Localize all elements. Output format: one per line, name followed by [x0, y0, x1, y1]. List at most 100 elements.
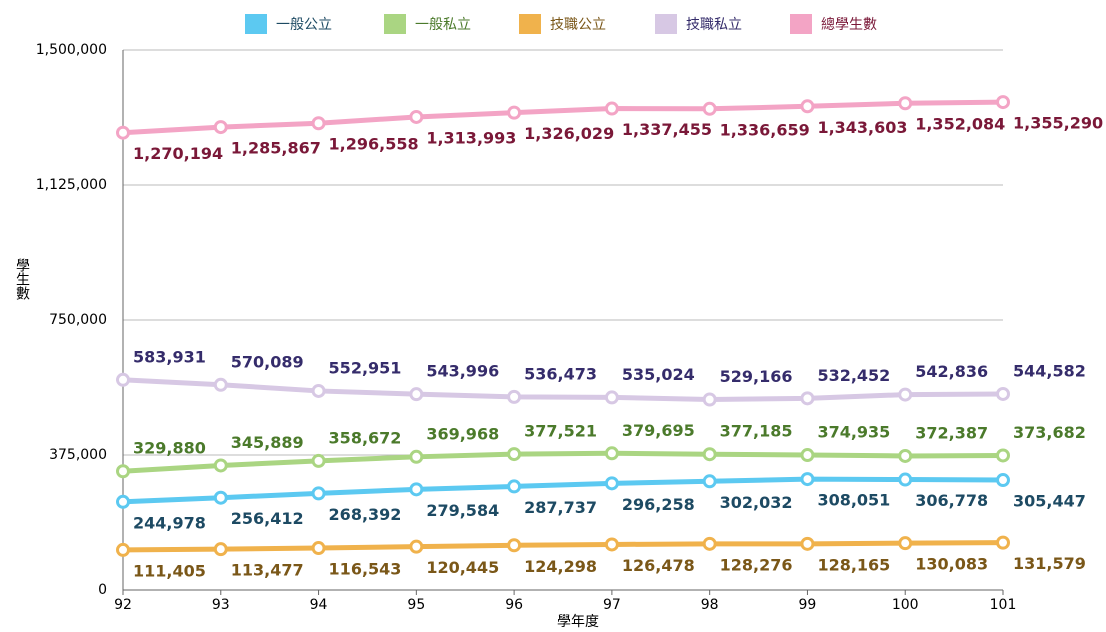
- value-label: 124,298: [524, 557, 597, 576]
- value-label: 552,951: [329, 358, 402, 377]
- point: [409, 387, 424, 402]
- value-label: 1,355,290: [1013, 114, 1103, 133]
- point: [213, 377, 228, 392]
- x-tick-label: 98: [701, 597, 719, 613]
- point: [116, 464, 130, 479]
- series-line: [122, 377, 1004, 403]
- point: [898, 472, 913, 487]
- point: [604, 537, 619, 552]
- point: [996, 386, 1010, 401]
- value-label: 379,695: [622, 421, 695, 440]
- point: [702, 474, 717, 489]
- point: [507, 105, 522, 120]
- value-label: 536,473: [524, 364, 597, 383]
- value-label: 373,682: [1013, 423, 1086, 442]
- point: [996, 448, 1010, 463]
- point: [800, 448, 815, 463]
- value-label: 256,412: [231, 509, 304, 528]
- value-label: 358,672: [329, 428, 402, 447]
- value-label: 377,185: [720, 422, 793, 441]
- value-label: 1,343,603: [817, 118, 907, 137]
- x-tick-label: 95: [407, 597, 425, 613]
- point: [800, 99, 815, 114]
- point: [702, 536, 717, 551]
- series-line: [122, 99, 1004, 136]
- value-label: 244,978: [133, 513, 206, 532]
- point: [311, 486, 326, 501]
- point: [604, 101, 619, 116]
- y-tick-label: 1,125,000: [36, 177, 107, 193]
- y-tick-label: 375,000: [49, 447, 107, 463]
- value-label: 570,089: [231, 352, 304, 371]
- value-label: 535,024: [622, 365, 695, 384]
- legend-swatch: [655, 14, 677, 34]
- value-label: 1,336,659: [720, 120, 810, 139]
- value-label: 329,880: [133, 439, 206, 458]
- value-label: 1,270,194: [133, 144, 223, 163]
- point: [604, 390, 619, 405]
- point: [800, 472, 815, 487]
- y-tick-label: 0: [98, 582, 107, 598]
- value-label: 126,478: [622, 556, 695, 575]
- x-tick-label: 101: [990, 597, 1017, 613]
- point: [604, 446, 619, 461]
- point: [116, 125, 130, 140]
- value-label: 543,996: [426, 362, 499, 381]
- legend-label: 一般私立: [415, 17, 471, 33]
- x-tick-label: 100: [892, 597, 919, 613]
- legend-swatch: [790, 14, 812, 34]
- point: [213, 490, 228, 505]
- point: [898, 448, 913, 463]
- value-label: 542,836: [915, 362, 988, 381]
- point: [702, 447, 717, 462]
- value-label: 544,582: [1013, 361, 1086, 380]
- value-label: 308,051: [817, 491, 890, 510]
- point: [702, 101, 717, 116]
- point: [311, 383, 326, 398]
- value-label: 128,276: [720, 555, 793, 574]
- x-tick-label: 93: [212, 597, 230, 613]
- point: [116, 494, 130, 509]
- x-tick-label: 97: [603, 597, 621, 613]
- x-tick-label: 96: [505, 597, 523, 613]
- point: [311, 541, 326, 556]
- value-label: 305,447: [1013, 492, 1086, 511]
- legend-label: 技職公立: [550, 17, 606, 33]
- legend-swatch: [384, 14, 406, 34]
- series-line: [122, 540, 1004, 553]
- point: [898, 536, 913, 551]
- y-axis-title: 學生數: [14, 258, 30, 300]
- x-axis-title: 學年度: [557, 614, 599, 630]
- point: [213, 458, 228, 473]
- y-tick-label: 750,000: [49, 312, 107, 328]
- point: [409, 449, 424, 464]
- legend-swatch: [245, 14, 267, 34]
- value-label: 302,032: [720, 493, 793, 512]
- point: [213, 542, 228, 557]
- point: [702, 392, 717, 407]
- legend-label: 總學生數: [821, 16, 877, 33]
- value-label: 131,579: [1013, 554, 1086, 573]
- value-label: 1,337,455: [622, 120, 712, 139]
- value-label: 287,737: [524, 498, 597, 517]
- point: [800, 536, 815, 551]
- value-label: 296,258: [622, 495, 695, 514]
- value-label: 120,445: [426, 558, 499, 577]
- point: [996, 95, 1010, 110]
- value-label: 279,584: [426, 501, 499, 520]
- value-label: 369,968: [426, 424, 499, 443]
- point: [800, 391, 815, 406]
- series-line: [122, 476, 1004, 505]
- point: [213, 120, 228, 135]
- point: [898, 96, 913, 111]
- value-label: 111,405: [133, 561, 206, 580]
- value-label: 345,889: [231, 433, 304, 452]
- point: [898, 387, 913, 402]
- legend-label: 技職私立: [686, 17, 742, 33]
- legend-label: 一般公立: [276, 17, 332, 33]
- value-label: 374,935: [817, 423, 890, 442]
- value-label: 532,452: [817, 366, 890, 385]
- point: [409, 539, 424, 554]
- series-line: [122, 450, 1004, 474]
